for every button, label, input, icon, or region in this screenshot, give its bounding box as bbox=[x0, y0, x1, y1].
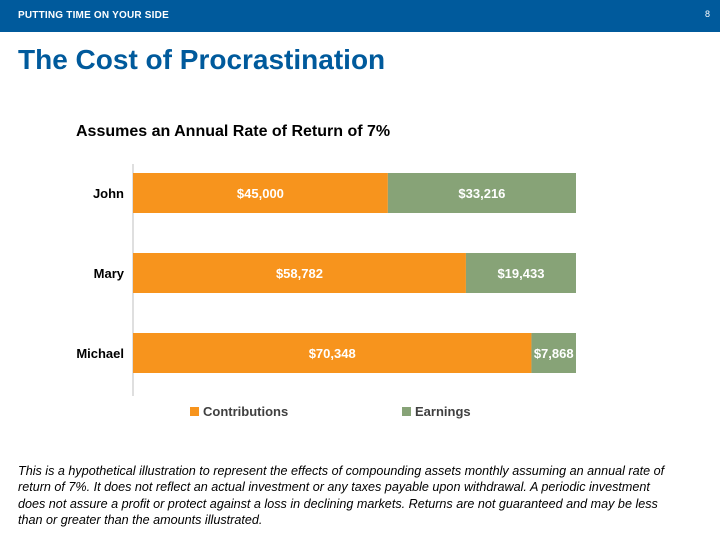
contributions-data-label: $45,000 bbox=[237, 186, 284, 201]
contributions-bar bbox=[133, 333, 532, 373]
category-label: John bbox=[93, 186, 124, 201]
earnings-legend-label: Earnings bbox=[415, 404, 471, 419]
chart-title: Assumes an Annual Rate of Return of 7% bbox=[76, 123, 391, 140]
section-label: PUTTING TIME ON YOUR SIDE bbox=[18, 10, 169, 21]
category-label: Michael bbox=[76, 346, 124, 361]
contributions-legend-label: Contributions bbox=[203, 404, 288, 419]
category-label: Mary bbox=[94, 266, 125, 281]
page-title: The Cost of Procrastination bbox=[18, 44, 386, 75]
header-bar: PUTTING TIME ON YOUR SIDE 8 bbox=[0, 0, 720, 32]
stacked-bar-chart: John $45,000 $33,216 Mary $58,782 $19,433 Mich… bbox=[76, 164, 576, 419]
page-number: 8 bbox=[704, 9, 710, 19]
contributions-bar bbox=[133, 253, 466, 293]
earnings-bar bbox=[465, 253, 576, 293]
contributions-bar bbox=[133, 173, 388, 213]
contributions-data-label: $70,348 bbox=[309, 346, 356, 361]
earnings-data-label: $7,868 bbox=[534, 346, 574, 361]
disclaimer-text: This is a hypothetical illustration to r… bbox=[18, 464, 665, 527]
earnings-data-label: $33,216 bbox=[458, 186, 505, 201]
contributions-legend-swatch bbox=[190, 407, 199, 416]
earnings-bar bbox=[531, 333, 576, 373]
earnings-bar bbox=[387, 173, 576, 213]
contributions-data-label: $58,782 bbox=[276, 266, 323, 281]
earnings-legend-swatch bbox=[402, 407, 411, 416]
earnings-data-label: $19,433 bbox=[497, 266, 544, 281]
